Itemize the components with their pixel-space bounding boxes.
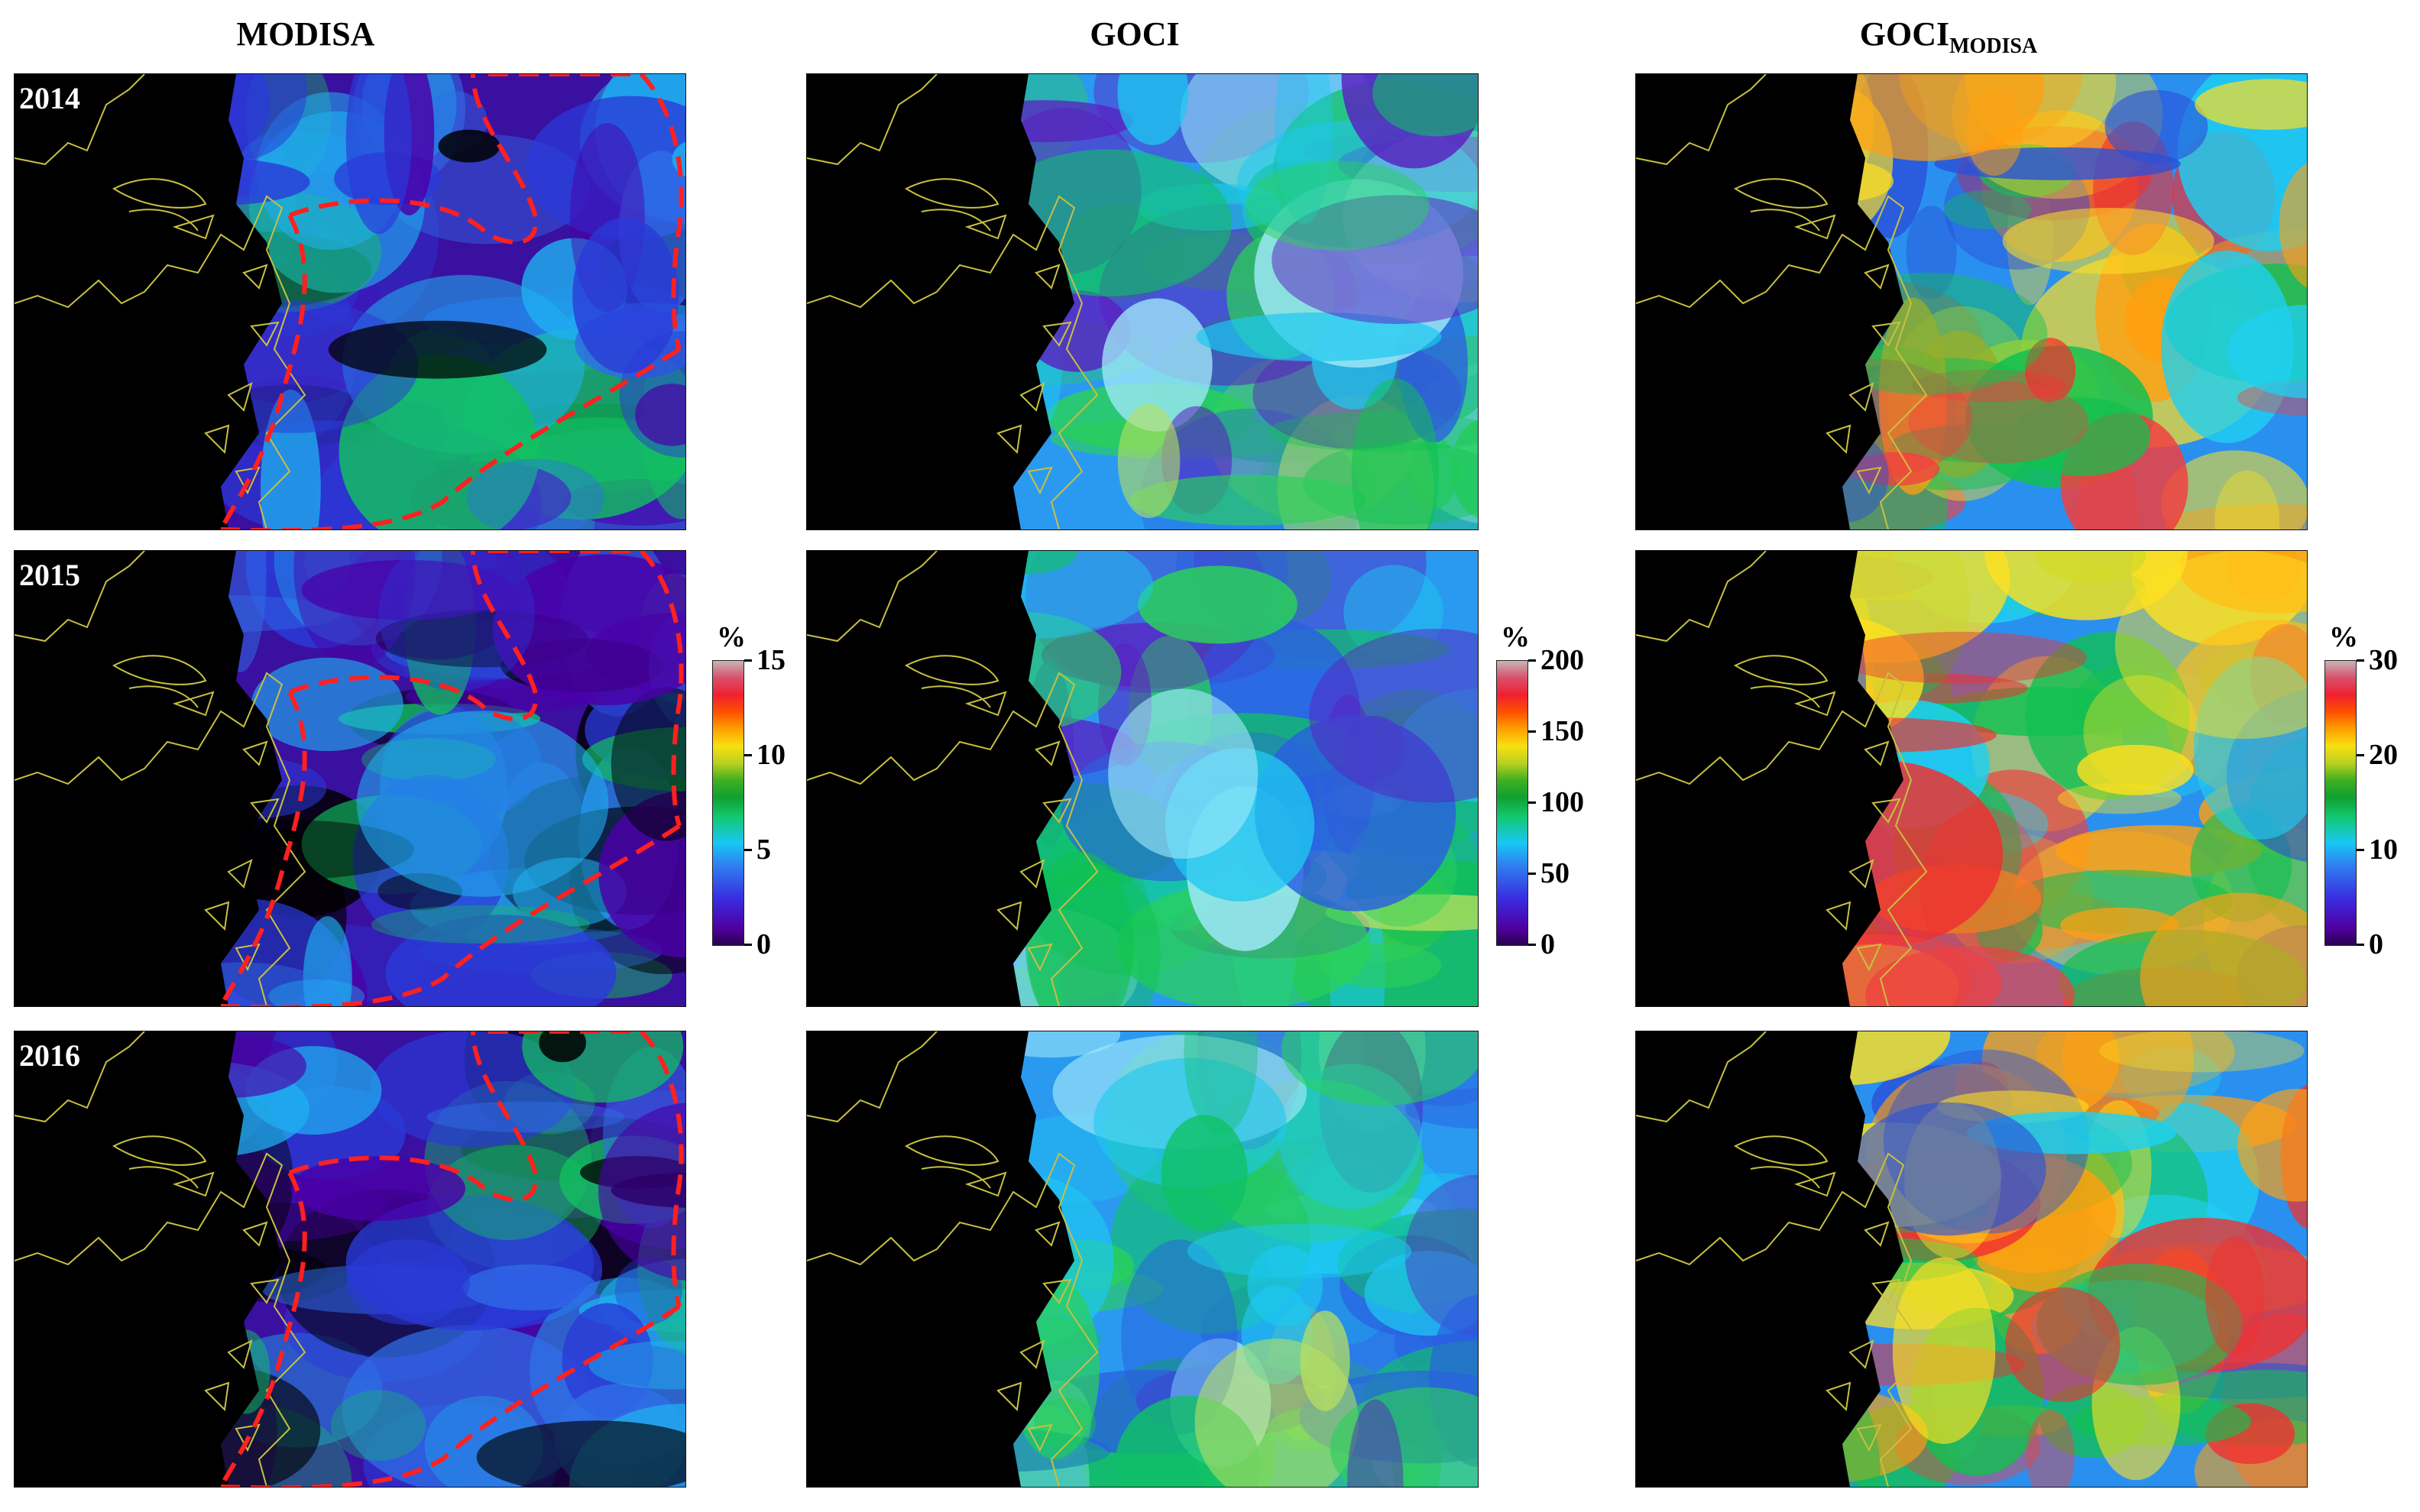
colorbar-tick-label: 30 [2369,644,2398,676]
colorbar-gradient [2324,660,2357,946]
colorbar-tick [1528,873,1536,875]
colorbar-tick-label: 5 [756,834,771,866]
year-label: 2015 [19,558,80,592]
map-panel-modisa-2014: 2014 [14,73,686,530]
colorbar-tick [1528,659,1536,662]
colorbar-tick [1528,801,1536,804]
colorbar-tick [1528,730,1536,733]
colorbar-tick [2357,754,2364,756]
map-panel-goci_modisa-2014 [1635,73,2308,530]
title-goci: GOCI [1090,15,1180,53]
map-image [1636,551,2307,1006]
colorbar-tick-label: 50 [1540,857,1570,889]
colorbar-tick [1528,944,1536,946]
map-panel-modisa-2015: 2015 [14,550,686,1007]
map-image [807,1031,1478,1487]
colorbar-gradient [712,660,744,946]
colorbar-tick [2357,659,2364,662]
map-image [1636,1031,2307,1487]
colorbar-tick-label: 20 [2369,739,2398,771]
map-panel-goci-2014 [806,73,1479,530]
colorbar-tick [744,944,752,946]
colorbar-tick-label: 150 [1540,715,1584,747]
colorbar-modisa: % 15 10 5 0 [712,620,827,960]
map-panel-goci-2016 [806,1031,1479,1488]
map-panel-goci_modisa-2016 [1635,1031,2308,1488]
map-image [807,551,1478,1006]
map-image [1636,74,2307,529]
colorbar-tick-label: 10 [2369,834,2398,866]
colorbar-tick-label: 100 [1540,786,1584,818]
map-image [807,74,1478,529]
colorbar-unit: % [717,621,746,653]
colorbar-tick-label: 10 [756,739,786,771]
map-image [15,74,685,529]
map-image [15,551,685,1006]
map-image [15,1031,685,1487]
colorbar-goci-modisa: % 30 20 10 0 [2324,620,2420,960]
map-panel-modisa-2016: 2016 [14,1031,686,1488]
colorbar-tick [744,849,752,851]
colorbar-tick [744,754,752,756]
colorbar-tick [2357,849,2364,851]
title-modisa: MODISA [236,15,375,53]
colorbar-unit: % [1501,621,1530,653]
colorbar-tick [2357,944,2364,946]
colorbar-tick-label: 0 [756,928,771,960]
colorbar-tick-label: 0 [2369,928,2383,960]
colorbar-tick-label: 15 [756,644,786,676]
map-panel-goci_modisa-2015 [1635,550,2308,1007]
colorbar-unit: % [2329,621,2358,653]
colorbar-tick [744,659,752,662]
map-panel-goci-2015 [806,550,1479,1007]
colorbar-tick-label: 0 [1540,928,1555,960]
year-label: 2014 [19,81,80,115]
colorbar-goci: % 200 150 100 50 0 [1496,620,1611,960]
colorbar-tick-label: 200 [1540,644,1584,676]
title-goci-modisa: GOCIMODISA [1859,15,2038,58]
colorbar-gradient [1496,660,1528,946]
year-label: 2016 [19,1038,80,1073]
